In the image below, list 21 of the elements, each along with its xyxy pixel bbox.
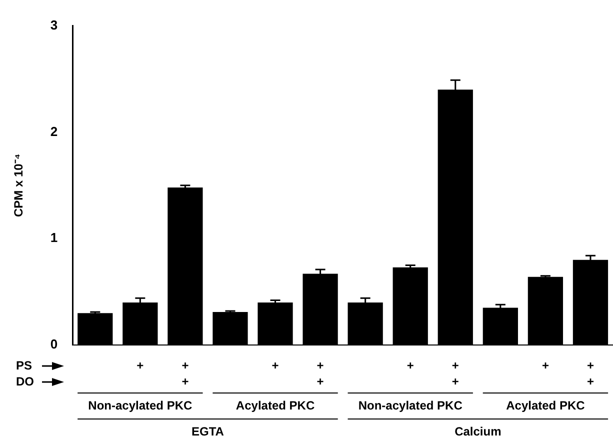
x-tick-label: + +	[452, 358, 459, 388]
y-tick-label: 3	[50, 17, 58, 32]
x-tick-label: +	[136, 358, 144, 372]
text: EGTA	[191, 424, 224, 438]
x-tick-label: + +	[586, 358, 594, 388]
x-tick-label: +	[406, 358, 414, 372]
text: Calcium	[454, 424, 502, 438]
y-tick-label: 1	[50, 230, 58, 246]
y-tick-label: 0	[50, 336, 58, 352]
y-axis-title: CPM x 10⁻⁴	[12, 154, 26, 218]
text: Acylated PKC	[506, 398, 586, 412]
text: Non-acylated PKC	[88, 398, 193, 412]
x-tick-label: +	[542, 358, 549, 372]
text: DO	[16, 374, 34, 388]
text: Acylated PKC	[236, 398, 315, 412]
x-tick-label: + +	[182, 358, 189, 388]
text: Non-acylated PKC	[358, 398, 463, 412]
y-tick-label: 2	[50, 124, 58, 139]
text: PS	[16, 358, 32, 372]
x-tick-label: + +	[316, 358, 324, 388]
x-tick-label: +	[272, 358, 279, 372]
